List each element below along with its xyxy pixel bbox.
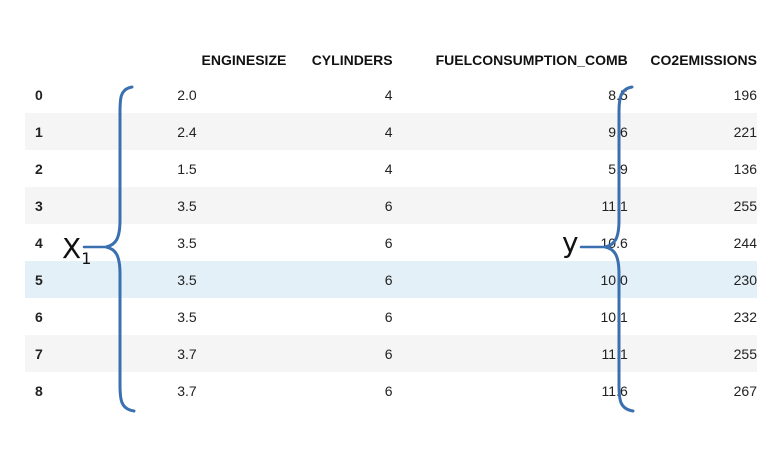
cell-cylinders: 4 [384,160,393,177]
cell-enginesize: 1.5 [177,160,197,177]
row-index: 3 [35,197,43,214]
cell-enginesize: 3.5 [177,271,197,288]
table-row: 2 1.5 4 5.9 136 [25,150,757,187]
table-row: 8 3.7 6 11.6 267 [25,372,757,409]
row-index: 6 [35,308,43,325]
row-index: 8 [35,382,43,399]
cell-cylinders: 6 [384,271,393,288]
cell-co2emissions: 255 [733,197,757,214]
column-header-enginesize: ENGINESIZE [201,52,287,68]
cell-cylinders: 6 [384,234,393,251]
table-row: 0 2.0 4 8.5 196 [25,76,757,113]
table-row: 4 3.5 6 10.6 244 [25,224,757,261]
cell-fuelconsumption: 11.6 [601,382,628,399]
cell-cylinders: 4 [384,86,393,103]
column-header-cylinders: CYLINDERS [311,52,393,68]
cell-cylinders: 6 [384,345,393,362]
cell-co2emissions: 255 [733,345,757,362]
cell-fuelconsumption: 10.1 [600,308,628,325]
column-header-fuelconsumption: FUELCONSUMPTION_COMB [435,52,628,68]
cell-fuelconsumption: 10.0 [600,271,628,288]
cell-cylinders: 6 [384,197,393,214]
cell-co2emissions: 221 [733,123,757,140]
x-subscript: 1 [81,249,92,268]
cell-enginesize: 3.5 [177,234,197,251]
table-row: 6 3.5 6 10.1 232 [25,298,757,335]
table-header-row: ENGINESIZE CYLINDERS FUELCONSUMPTION_COM… [25,44,757,76]
cell-enginesize: 3.5 [177,197,197,214]
cell-co2emissions: 267 [733,382,757,399]
cell-co2emissions: 244 [733,234,757,251]
row-index: 0 [35,86,43,103]
column-header-co2emissions: CO2EMISSIONS [650,52,757,68]
row-index: 7 [35,345,43,362]
table-row: 3 3.5 6 11.1 255 [25,187,757,224]
table-row: 1 2.4 4 9.6 221 [25,113,757,150]
row-index: 1 [35,123,43,140]
cell-enginesize: 3.5 [177,308,197,325]
dataframe-table: ENGINESIZE CYLINDERS FUELCONSUMPTION_COM… [25,44,757,409]
table-row: 5 3.5 6 10.0 230 [25,261,757,298]
cell-fuelconsumption: 11.1 [601,197,628,214]
row-index: 2 [35,160,43,177]
cell-co2emissions: 196 [733,86,757,103]
row-index: 4 [35,234,43,251]
cell-enginesize: 3.7 [177,345,197,362]
x-label: X1 [62,232,92,268]
cell-fuelconsumption: 10.6 [600,234,628,251]
table-row: 7 3.7 6 11.1 255 [25,335,757,372]
cell-enginesize: 3.7 [177,382,197,399]
cell-cylinders: 6 [384,308,393,325]
cell-co2emissions: 136 [733,160,757,177]
table-body: 0 2.0 4 8.5 196 1 2.4 4 9.6 221 2 1.5 4 5.9 136 3 3.5 6 11… [25,76,757,409]
cell-co2emissions: 230 [733,271,757,288]
cell-fuelconsumption: 9.6 [608,123,628,140]
cell-enginesize: 2.0 [177,86,197,103]
cell-co2emissions: 232 [733,308,757,325]
cell-fuelconsumption: 8.5 [608,86,628,103]
cell-cylinders: 6 [384,382,393,399]
index-header [25,44,65,76]
cell-fuelconsumption: 5.9 [608,160,628,177]
y-label: y [562,226,579,259]
cell-cylinders: 4 [384,123,393,140]
cell-enginesize: 2.4 [177,123,197,140]
cell-fuelconsumption: 11.1 [601,345,628,362]
row-index: 5 [35,271,43,288]
